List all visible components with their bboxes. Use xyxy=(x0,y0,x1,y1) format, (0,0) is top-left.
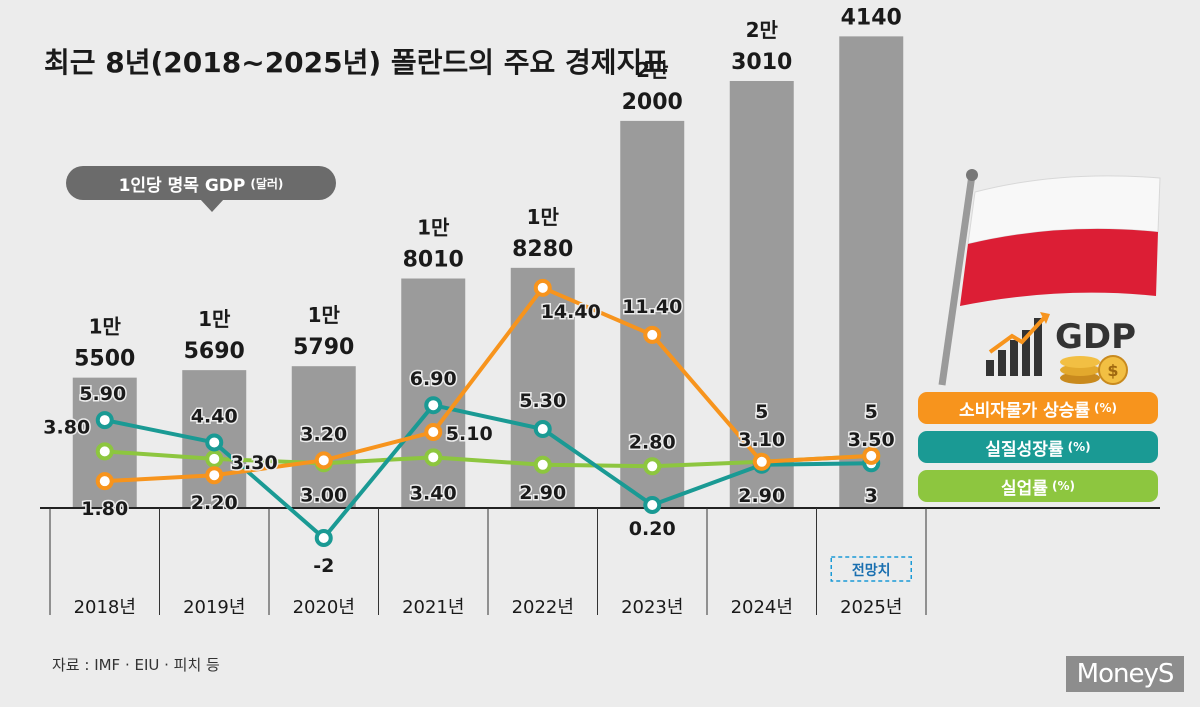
category-label-7: 2025년 xyxy=(840,597,902,618)
gdp-bar-7 xyxy=(839,36,904,509)
gdp-badge-pointer xyxy=(200,199,224,212)
gdp-bar-5 xyxy=(620,120,685,509)
series-1-label-7: 3 xyxy=(865,485,878,507)
legend-growth-unit: (%) xyxy=(1067,440,1091,454)
gdp-label-value-5: 2000 xyxy=(622,90,683,115)
poland-flag-icon xyxy=(938,169,1161,386)
series-1-point-1 xyxy=(205,433,224,452)
gdp-label-top-6: 2만 xyxy=(746,18,779,42)
series-0-point-4 xyxy=(533,278,552,297)
legend-growth-label: 실질성장률 xyxy=(985,439,1064,460)
series-0-point-0 xyxy=(95,472,114,491)
series-2-label-4: 2.90 xyxy=(519,482,566,504)
gdp-label-value-2: 5790 xyxy=(293,335,354,360)
series-1-label-0: 5.90 xyxy=(79,383,126,405)
gdp-label-value-1: 5690 xyxy=(184,339,245,364)
series-0-label-5: 11.40 xyxy=(622,296,682,318)
series-0-label-7: 5 xyxy=(865,401,878,423)
series-0-label-3: 5.10 xyxy=(446,423,493,445)
gdp-badge: 1인당 명목 GDP (달러) xyxy=(66,166,336,200)
series-0-label-0: 1.80 xyxy=(81,498,128,520)
gdp-bar-2 xyxy=(291,366,356,508)
series-0-point-6 xyxy=(752,452,771,471)
svg-text:$: $ xyxy=(1107,361,1118,380)
series-2-label-5: 2.80 xyxy=(629,431,676,453)
series-1-label-2: -2 xyxy=(313,555,334,577)
series-2-point-1 xyxy=(205,449,224,468)
series-1-point-5 xyxy=(643,496,662,515)
gdp-icon-text: GDP xyxy=(1055,317,1136,357)
chart-title: 최근 8년(2018~2025년) 폴란드의 주요 경제지표 xyxy=(44,46,668,79)
gdp-label-top-1: 1만 xyxy=(198,307,231,331)
series-0-point-2 xyxy=(314,451,333,470)
series-1-label-5: 0.20 xyxy=(629,518,676,540)
gdp-label-top-2: 1만 xyxy=(308,303,341,327)
series-2-label-7: 3.50 xyxy=(848,429,895,451)
series-1-point-2 xyxy=(314,529,333,547)
gdp-label-value-7: 4140 xyxy=(841,5,902,30)
gdp-growth-icon xyxy=(986,312,1050,376)
gdp-badge-unit: (달러) xyxy=(250,176,284,191)
series-2-point-3 xyxy=(424,448,443,467)
forecast-tag-mask xyxy=(845,560,898,578)
series-2-label-6: 3.10 xyxy=(738,429,785,451)
series-1-point-0 xyxy=(95,411,114,430)
series-2-point-0 xyxy=(95,442,114,461)
gdp-label-value-4: 8280 xyxy=(512,237,573,262)
forecast-tag-label: 전망치 xyxy=(852,562,891,579)
series-line-1 xyxy=(104,403,872,540)
legend-unemployment-unit: (%) xyxy=(1051,479,1075,493)
series-2-point-4 xyxy=(533,455,552,474)
legend-unemployment-label: 실업률 xyxy=(1001,478,1048,499)
legend-cpi-unit: (%) xyxy=(1094,401,1118,415)
series-0-label-2: 3.20 xyxy=(300,423,347,445)
series-0-label-6: 5 xyxy=(755,401,768,423)
series-0-point-5 xyxy=(643,325,662,344)
source-note: 자료 : IMF · EIU · 피치 등 xyxy=(52,656,220,674)
category-label-4: 2022년 xyxy=(512,597,574,618)
category-label-1: 2019년 xyxy=(183,597,245,618)
series-0-point-3 xyxy=(424,423,443,442)
series-2-label-1: 3.30 xyxy=(231,452,278,474)
series-2-point-5 xyxy=(643,457,662,476)
gdp-label-value-6: 3010 xyxy=(731,50,792,75)
series-1-point-4 xyxy=(533,420,552,439)
series-2-label-0: 3.80 xyxy=(43,416,90,438)
category-label-6: 2024년 xyxy=(731,597,793,618)
series-1-label-1: 4.40 xyxy=(191,405,238,427)
series-line-0 xyxy=(104,285,872,484)
series-1-label-4: 5.30 xyxy=(519,390,566,412)
series-0-point-1 xyxy=(205,466,224,485)
brand-logo: MoneyS xyxy=(1066,656,1184,692)
gdp-label-top-5: 2만 xyxy=(636,58,669,82)
gdp-label-top-4: 1만 xyxy=(527,205,560,229)
legend-cpi: 소비자물가 상승률 (%) xyxy=(918,392,1158,424)
gdp-label-top-3: 1만 xyxy=(417,216,450,240)
category-label-3: 2021년 xyxy=(402,597,464,618)
series-1-point-3 xyxy=(424,396,443,415)
legend-growth: 실질성장률 (%) xyxy=(918,431,1158,463)
series-0-label-1: 2.20 xyxy=(191,492,238,514)
forecast-tag-frame xyxy=(830,556,912,582)
series-1-label-3: 6.90 xyxy=(410,368,457,390)
gdp-bar-3 xyxy=(401,278,466,508)
series-0-label-4: 14.40 xyxy=(541,301,601,323)
series-0-point-7 xyxy=(862,446,881,465)
gdp-label-value-0: 5500 xyxy=(74,347,135,372)
coins-icon: $ xyxy=(1060,355,1128,385)
legend-cpi-label: 소비자물가 상승률 xyxy=(958,400,1091,421)
category-label-5: 2023년 xyxy=(621,597,683,618)
series-1-label-6: 2.90 xyxy=(738,485,785,507)
category-label-2: 2020년 xyxy=(293,597,355,618)
legend-unemployment: 실업률 (%) xyxy=(918,470,1158,502)
gdp-label-top-0: 1만 xyxy=(89,315,122,339)
gdp-label-value-3: 8010 xyxy=(403,248,464,273)
series-2-label-3: 3.40 xyxy=(410,482,457,504)
gdp-badge-label: 1인당 명목 GDP xyxy=(118,175,246,196)
category-label-0: 2018년 xyxy=(74,597,136,618)
series-2-label-2: 3.00 xyxy=(300,484,347,506)
